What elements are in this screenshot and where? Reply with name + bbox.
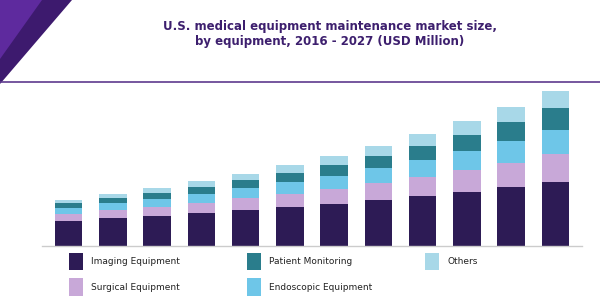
Bar	[188, 187, 215, 194]
Bar	[365, 200, 392, 246]
Bar	[232, 198, 259, 210]
Bar	[69, 253, 83, 270]
Text: Endoscopic Equipment: Endoscopic Equipment	[269, 283, 372, 292]
Bar	[232, 210, 259, 246]
Bar	[276, 165, 304, 173]
Bar	[425, 253, 439, 270]
Bar	[542, 109, 569, 130]
Text: Patient Monitoring: Patient Monitoring	[269, 257, 352, 266]
Bar	[188, 213, 215, 246]
Bar	[276, 173, 304, 182]
Text: Others: Others	[447, 257, 478, 266]
Bar	[542, 91, 569, 109]
Bar	[99, 198, 127, 203]
Bar	[542, 182, 569, 246]
Bar	[232, 180, 259, 188]
Bar	[55, 214, 82, 220]
Bar	[497, 107, 525, 122]
Text: U.S. medical equipment maintenance market size,
by equipment, 2016 - 2027 (USD M: U.S. medical equipment maintenance marke…	[163, 20, 497, 48]
Bar	[99, 203, 127, 210]
Bar	[55, 200, 82, 203]
Bar	[320, 156, 348, 165]
Bar	[99, 194, 127, 198]
Bar	[232, 173, 259, 180]
Bar	[365, 169, 392, 183]
Bar	[276, 182, 304, 194]
Bar	[232, 188, 259, 198]
Polygon shape	[0, 0, 42, 59]
Bar	[409, 134, 436, 146]
Bar	[453, 192, 481, 246]
Bar	[69, 278, 83, 296]
Polygon shape	[0, 0, 72, 84]
Bar	[143, 188, 171, 193]
Bar	[365, 183, 392, 200]
Bar	[497, 141, 525, 163]
Bar	[247, 278, 260, 296]
Bar	[365, 156, 392, 169]
Bar	[276, 207, 304, 246]
Bar	[453, 134, 481, 151]
Bar	[320, 189, 348, 204]
Bar	[497, 187, 525, 246]
Bar	[99, 210, 127, 218]
Bar	[55, 220, 82, 246]
Bar	[188, 181, 215, 187]
Bar	[365, 146, 392, 156]
Bar	[188, 194, 215, 203]
Bar	[409, 146, 436, 160]
Bar	[453, 151, 481, 170]
Bar	[497, 163, 525, 187]
Bar	[143, 193, 171, 199]
Text: Surgical Equipment: Surgical Equipment	[91, 283, 179, 292]
Bar	[320, 204, 348, 246]
Bar	[542, 130, 569, 154]
Bar	[99, 218, 127, 246]
Bar	[55, 208, 82, 214]
Bar	[453, 121, 481, 134]
Bar	[409, 160, 436, 177]
Text: Imaging Equipment: Imaging Equipment	[91, 257, 179, 266]
Bar	[188, 202, 215, 213]
Bar	[409, 177, 436, 196]
Bar	[409, 196, 436, 246]
Bar	[320, 165, 348, 176]
Bar	[143, 199, 171, 207]
Bar	[542, 154, 569, 182]
Bar	[320, 176, 348, 189]
Bar	[453, 170, 481, 192]
Bar	[143, 216, 171, 246]
Bar	[276, 194, 304, 207]
Bar	[497, 122, 525, 141]
Bar	[247, 253, 260, 270]
Bar	[55, 203, 82, 208]
Bar	[143, 207, 171, 216]
